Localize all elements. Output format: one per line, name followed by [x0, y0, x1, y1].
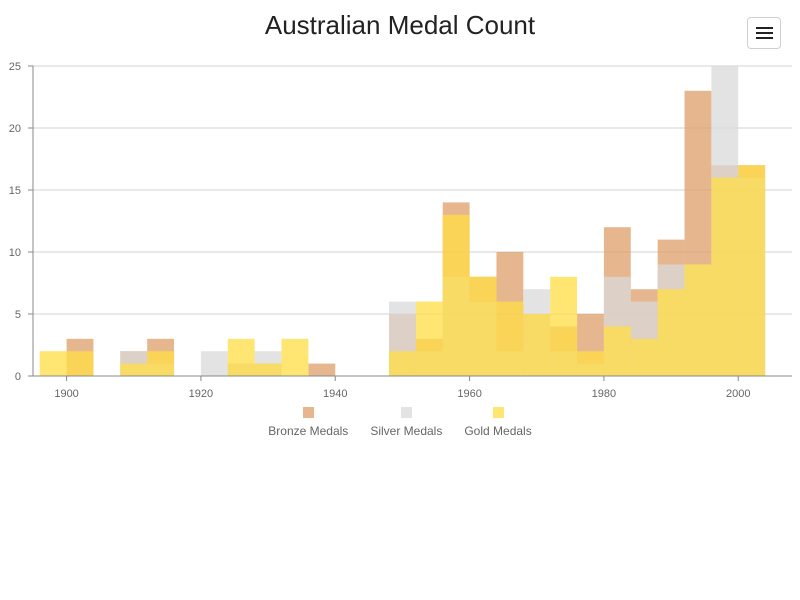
- axes: 0 5 10 15 20 25 1900 1920 1940 1960 1980 2000: [9, 61, 792, 400]
- chart-menu-button[interactable]: [747, 17, 781, 49]
- legend-item-silver[interactable]: Silver Medals: [370, 407, 442, 438]
- legend-swatch-bronze: [302, 407, 314, 418]
- legend-swatch-silver: [400, 407, 412, 418]
- x-tick-label: 1980: [592, 388, 616, 400]
- y-tick-label: 15: [9, 185, 21, 197]
- x-tick-label: 1900: [54, 388, 78, 400]
- bar-gold-medals: [711, 177, 739, 376]
- bar-gold-medals: [39, 351, 67, 376]
- bar-gold-medals: [227, 338, 255, 376]
- bar-silver-medals: [200, 351, 228, 376]
- legend-swatch-gold: [492, 407, 504, 418]
- bar-gold-medals: [550, 276, 578, 376]
- bar-gold-medals: [523, 314, 551, 376]
- bar-gold-medals: [684, 264, 712, 376]
- bar-gold-medals: [469, 276, 497, 376]
- bar-gold-medals: [120, 363, 148, 376]
- hamburger-menu-icon-bar: [755, 32, 773, 34]
- hamburger-menu-icon: [755, 27, 773, 29]
- legend-item-gold[interactable]: Gold Medals: [464, 407, 532, 438]
- bar-gold-medals: [388, 351, 416, 376]
- y-tick-label: 10: [9, 247, 21, 259]
- bar-gold-medals: [281, 338, 309, 376]
- legend-label-bronze: Bronze Medals: [268, 424, 349, 438]
- bar-gold-medals: [738, 165, 766, 376]
- bar-gold-medals: [657, 289, 685, 376]
- y-tick-label: 5: [15, 309, 21, 321]
- x-tick-label: 1920: [189, 388, 213, 400]
- bar-gold-medals: [415, 301, 443, 376]
- bar-gold-medals: [496, 301, 524, 376]
- x-tick-label: 1940: [323, 388, 347, 400]
- x-tick-label: 2000: [726, 388, 750, 400]
- legend: Bronze Medals Silver Medals Gold Medals: [0, 407, 800, 438]
- y-tick-label: 25: [9, 61, 21, 73]
- bar-gold-medals: [577, 351, 604, 376]
- bar-gold-medals: [147, 351, 175, 376]
- legend-label-gold: Gold Medals: [464, 424, 532, 438]
- x-tick-label: 1960: [457, 388, 481, 400]
- chart-title: Australian Medal Count: [264, 10, 536, 40]
- chart-plot-area: 0 5 10 15 20 25 1900 1920 1940 1960 1980 2000: [9, 61, 792, 400]
- hamburger-menu-icon-bar: [755, 37, 773, 39]
- bar-bronze-medals: [308, 363, 336, 376]
- legend-item-bronze[interactable]: Bronze Medals: [268, 407, 348, 438]
- bar-gold-medals: [442, 214, 470, 376]
- bar-gold-medals: [603, 326, 631, 376]
- y-tick-label: 20: [9, 123, 21, 135]
- bar-gold-medals: [630, 338, 658, 376]
- y-tick-label: 0: [15, 371, 21, 383]
- legend-label-silver: Silver Medals: [370, 424, 443, 438]
- bar-gold-medals: [66, 351, 94, 376]
- bar-gold-medals: [254, 363, 282, 376]
- bar-series-group: [39, 66, 766, 377]
